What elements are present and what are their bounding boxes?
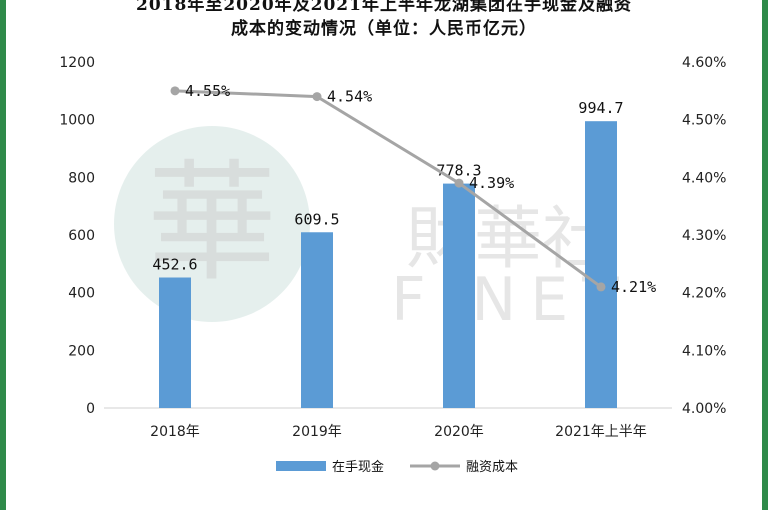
- x-axis-tick-label: 2021年上半年: [555, 424, 647, 440]
- left-axis-tick-label: 800: [68, 170, 95, 186]
- chart-frame: [6, 0, 762, 510]
- x-axis-tick-label: 2018年: [150, 424, 200, 440]
- right-axis-tick-label: 4.10%: [682, 343, 726, 359]
- watermark-seal-char: 華: [147, 147, 277, 299]
- line-data-label: 4.21%: [611, 278, 656, 296]
- bar: [443, 183, 475, 408]
- right-axis-tick-label: 4.60%: [682, 55, 726, 71]
- line-path: [174, 89, 602, 289]
- line-point: [596, 282, 606, 292]
- right-axis-tick-label: 4.00%: [682, 401, 726, 417]
- x-axis: 2018年 2019年 2020年 2021年上半年: [150, 424, 647, 440]
- bar: [301, 232, 333, 408]
- line-data-label: 4.55%: [185, 82, 230, 100]
- x-axis-tick-label: 2019年: [292, 424, 342, 440]
- line-point: [454, 178, 464, 188]
- line-data-label: 4.39%: [469, 174, 514, 192]
- right-axis-tick-label: 4.40%: [682, 170, 726, 186]
- watermark-latin: FINET: [391, 265, 633, 335]
- bar-data-label: 609.5: [294, 210, 339, 228]
- legend-swatch-bar: [276, 461, 326, 471]
- legend-label-bar: 在手现金: [332, 459, 384, 475]
- left-axis-tick-label: 200: [68, 343, 95, 359]
- left-axis: 0 200 400 600 800 1000 1200: [59, 55, 95, 417]
- left-axis-tick-label: 400: [68, 286, 95, 302]
- chart-title-line1: 2018年至2020年及2021年上半年龙湖集团在手现金及融资: [136, 0, 632, 15]
- right-axis-tick-label: 4.20%: [682, 286, 726, 302]
- bar-data-label: 994.7: [578, 99, 623, 117]
- bar-series: [159, 121, 617, 409]
- left-axis-tick-label: 1000: [59, 113, 95, 129]
- right-axis-tick-label: 4.30%: [682, 228, 726, 244]
- line-data-label: 4.54%: [327, 88, 372, 106]
- legend-swatch-marker: [430, 461, 440, 471]
- bar: [585, 121, 617, 409]
- legend: 在手现金 融资成本: [276, 459, 518, 475]
- right-axis-tick-label: 4.50%: [682, 113, 726, 129]
- bar: [159, 277, 191, 408]
- chart-title-line2: 成本的变动情况（单位：人民币亿元）: [231, 19, 537, 39]
- line-point: [170, 86, 180, 96]
- x-axis-tick-label: 2020年: [434, 424, 484, 440]
- watermark-logo: 華 財華社 FINET: [114, 126, 633, 335]
- watermark-chinese: 財華社: [406, 200, 610, 279]
- left-axis-tick-label: 0: [86, 401, 95, 417]
- legend-label-line: 融资成本: [466, 460, 518, 475]
- left-axis-tick-label: 1200: [59, 55, 95, 71]
- bar-data-label: 452.6: [152, 256, 197, 274]
- right-axis: 4.00% 4.10% 4.20% 4.30% 4.40% 4.50% 4.60%: [682, 55, 726, 417]
- left-axis-tick-label: 600: [68, 228, 95, 244]
- line-point: [312, 92, 322, 102]
- line-series: 4.55% 4.54% 4.39% 4.21%: [170, 82, 656, 296]
- watermark-seal: [114, 126, 310, 322]
